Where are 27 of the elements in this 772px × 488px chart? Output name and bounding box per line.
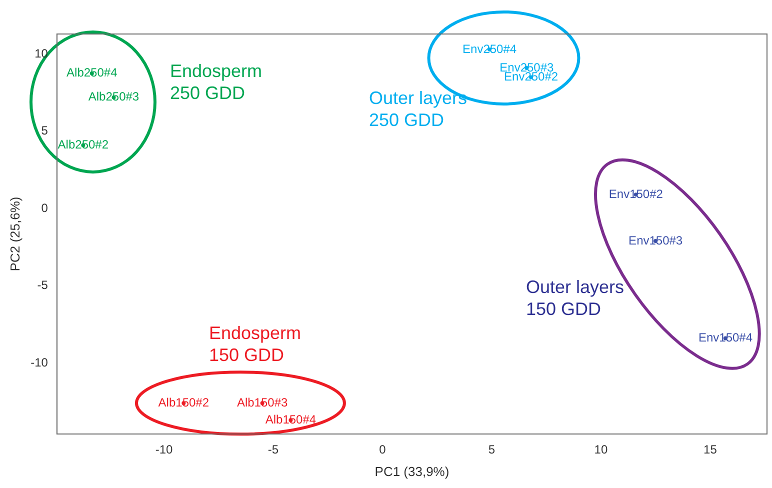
y-tick-label: -10 bbox=[30, 355, 48, 370]
data-label: Alb150#2 bbox=[158, 395, 210, 410]
annotation: Outer layers 150 GDD bbox=[526, 276, 624, 319]
y-tick-label: 5 bbox=[41, 124, 48, 138]
x-tick-label: -5 bbox=[268, 442, 279, 457]
x-axis-title: PC1 (33,9%) bbox=[374, 464, 450, 479]
data-label: Alb150#3 bbox=[236, 395, 288, 410]
data-label: Env150#2 bbox=[608, 186, 664, 201]
annotation: Endosperm 250 GDD bbox=[170, 60, 262, 103]
y-tick-label: -5 bbox=[37, 278, 48, 292]
data-label: Env150#4 bbox=[698, 330, 753, 345]
x-tick-label: 5 bbox=[488, 442, 496, 457]
annotation: Outer layers 250 GDD bbox=[369, 88, 468, 130]
data-label: Alb150#4 bbox=[265, 412, 316, 426]
data-label: Alb250#2 bbox=[58, 138, 109, 152]
x-tick-label: 15 bbox=[704, 442, 718, 457]
data-label: Env150#3 bbox=[628, 233, 683, 248]
data-label: Alb250#3 bbox=[88, 90, 140, 104]
y-tick-label: 10 bbox=[34, 46, 48, 60]
y-axis-title: PC2 (25,6%) bbox=[7, 196, 22, 272]
data-label: Env250#4 bbox=[462, 42, 517, 56]
data-label: Alb250#4 bbox=[66, 66, 118, 80]
annotation: Endosperm 150 GDD bbox=[209, 322, 302, 365]
x-tick-label: 10 bbox=[594, 442, 608, 457]
x-tick-label: -10 bbox=[155, 442, 173, 457]
x-tick-label: 0 bbox=[379, 442, 386, 457]
y-tick-label: 0 bbox=[41, 200, 48, 215]
